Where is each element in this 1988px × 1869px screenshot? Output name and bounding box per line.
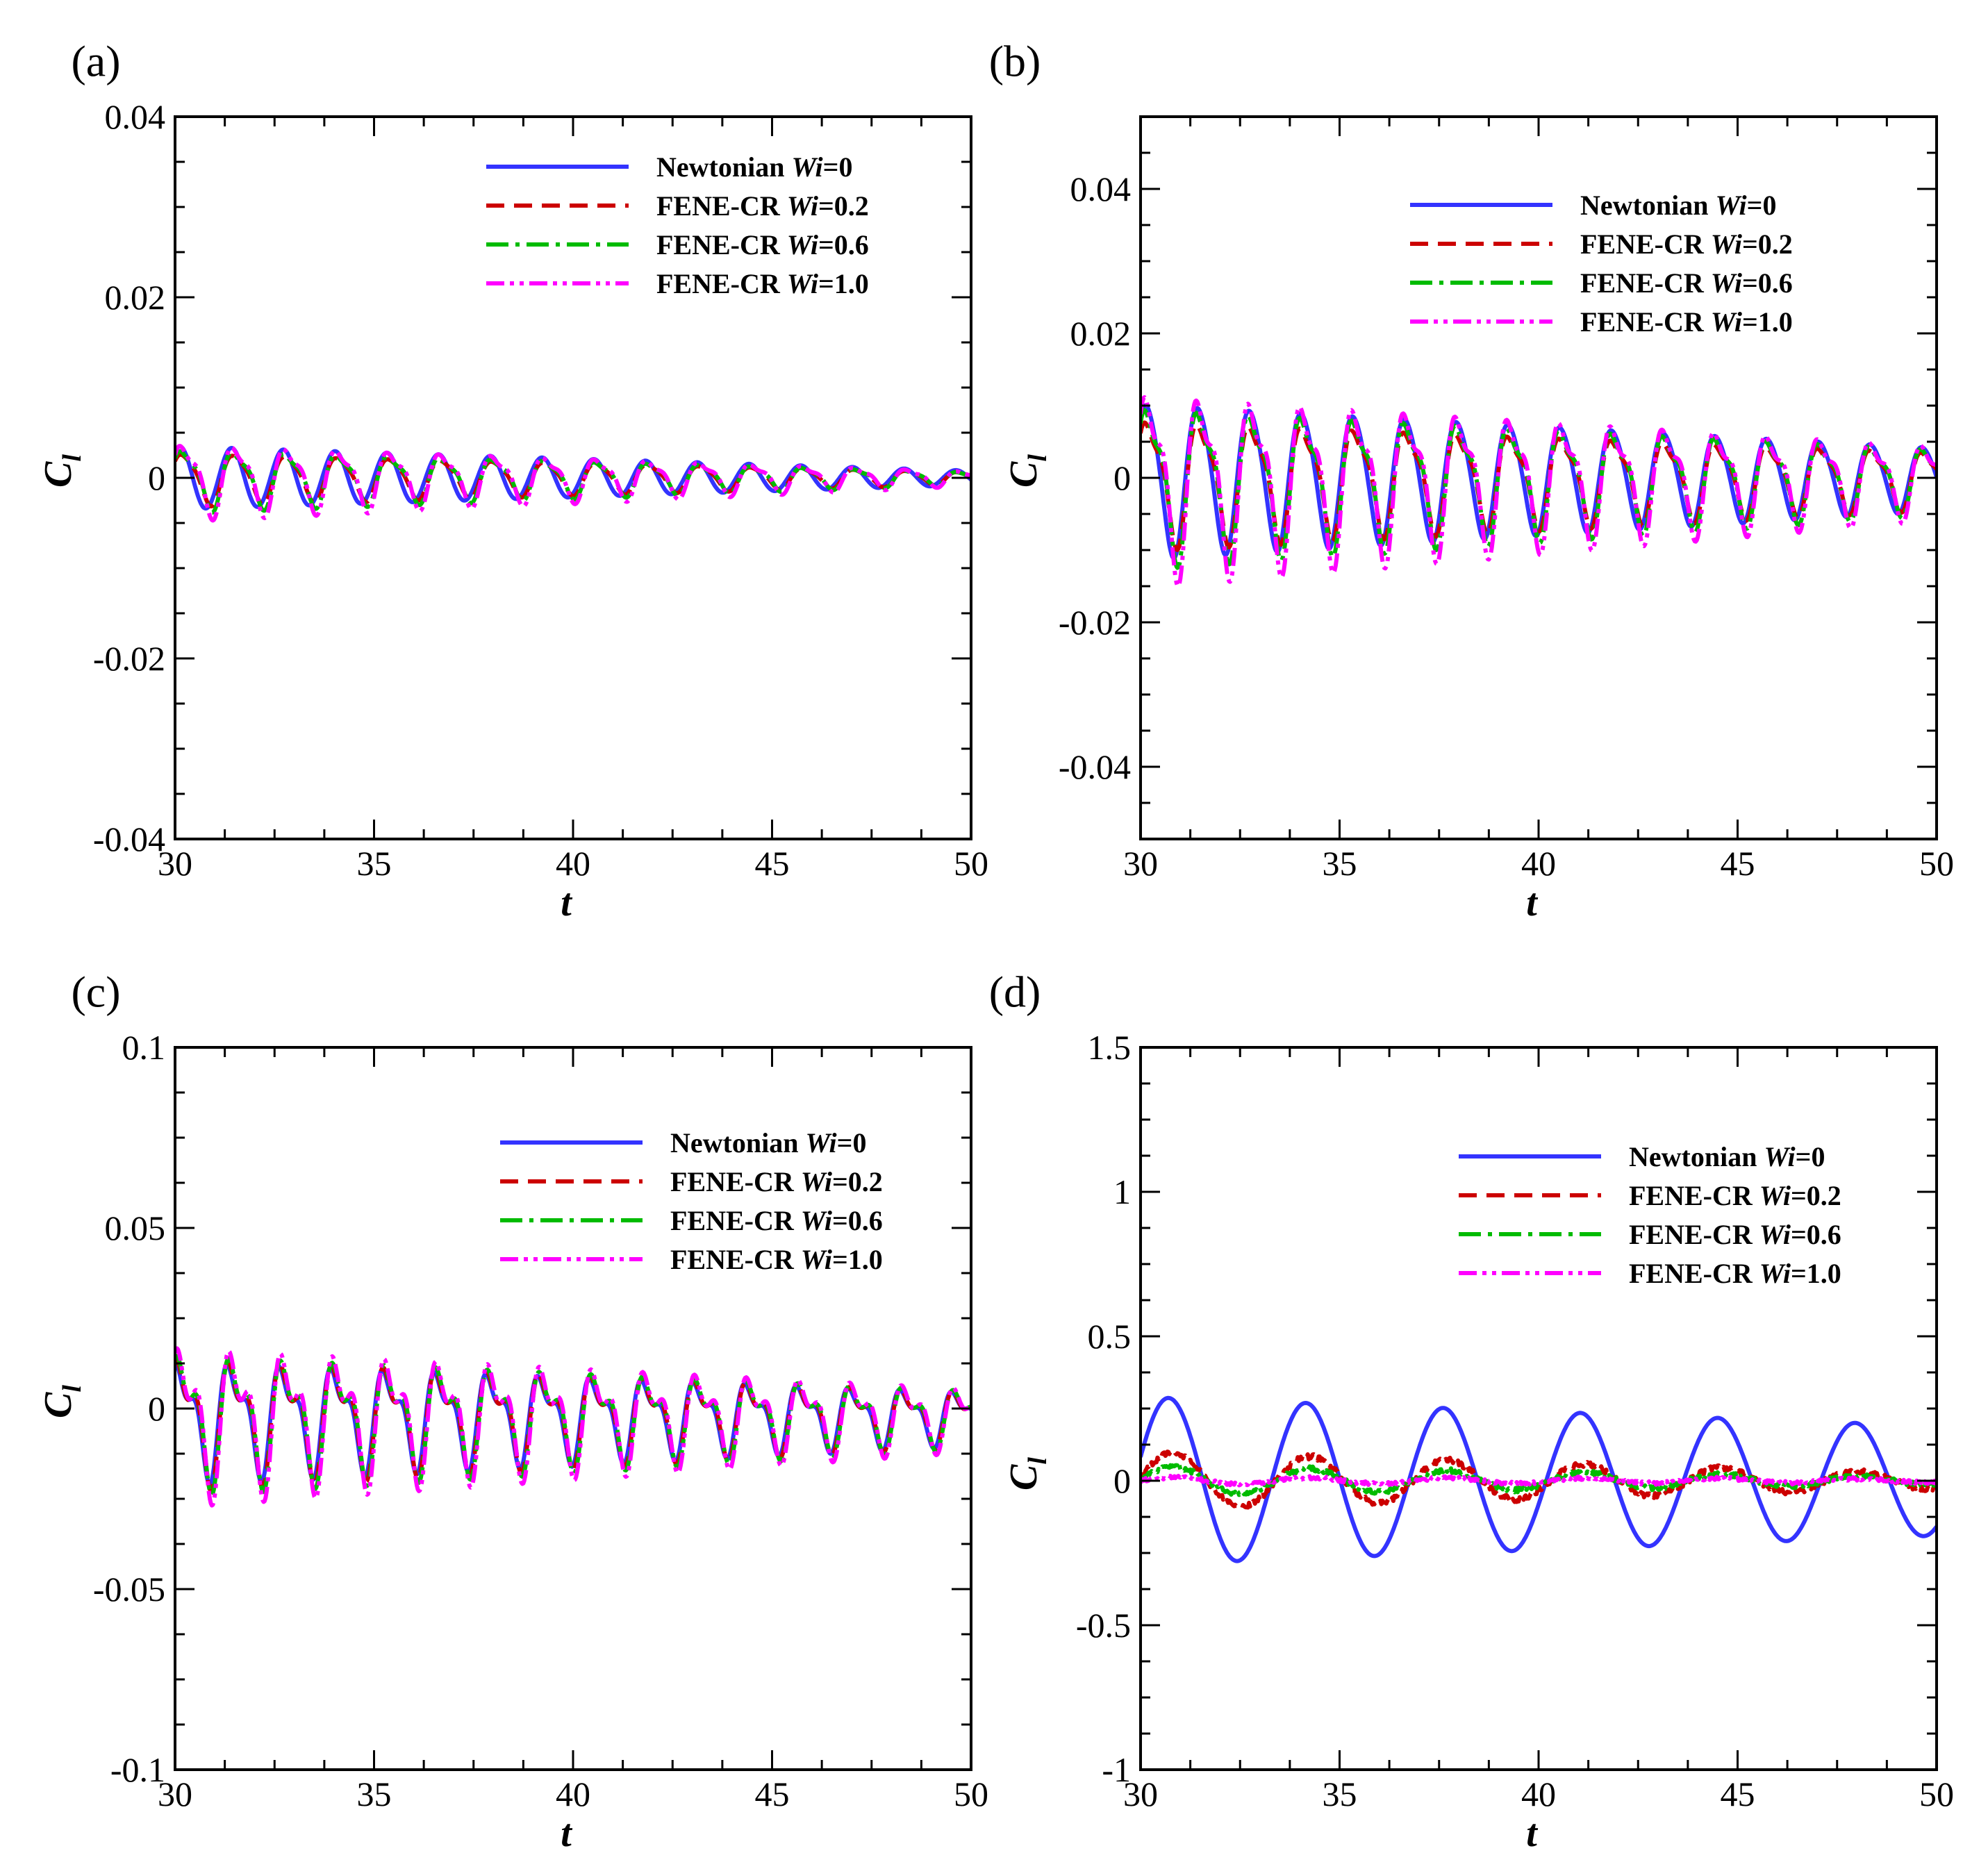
y-axis-title: Cl xyxy=(1002,454,1052,488)
series-line-wi-1-0 xyxy=(1141,395,1937,589)
series-line-wi-1-0 xyxy=(175,444,971,523)
y-tick-label: 0.02 xyxy=(105,278,166,317)
y-tick-label: 1 xyxy=(1113,1172,1131,1211)
series-group xyxy=(1141,1395,1937,1563)
legend-label-wi-0-6: FENE-CR Wi=0.6 xyxy=(670,1205,883,1236)
series-line-wi-0-2 xyxy=(175,1356,971,1493)
legend: Newtonian Wi=0 FENE-CR Wi=0.2 FENE-CR Wi=0… xyxy=(1459,1141,1841,1289)
legend-label-wi-1-0: FENE-CR Wi=1.0 xyxy=(1629,1258,1841,1289)
x-tick-label: 30 xyxy=(158,844,192,883)
x-tick-label: 50 xyxy=(1919,1775,1954,1813)
y-tick-label: 0.05 xyxy=(105,1208,166,1247)
legend-label-wi-0-2: FENE-CR Wi=0.2 xyxy=(670,1166,883,1197)
panel-d: (d) 30 35 40 45 50 -1 -0.5 0 0.5 1 1.5 t Cl Newtonian … xyxy=(989,967,1954,1855)
legend-label-wi-0-2: FENE-CR Wi=0.2 xyxy=(1580,229,1793,260)
y-tick-label: 0 xyxy=(1113,458,1131,497)
legend-label-newtonian: Newtonian Wi=0 xyxy=(1629,1141,1825,1172)
y-tick-label: -0.02 xyxy=(1059,603,1131,642)
series-group xyxy=(175,1346,971,1508)
y-tick-label: 0 xyxy=(148,458,165,497)
x-tick-label: 40 xyxy=(556,844,590,883)
panel-label: (a) xyxy=(71,37,120,86)
x-axis-title: t xyxy=(561,881,572,924)
y-tick-label: -1 xyxy=(1102,1750,1131,1789)
y-axis-title: Cl xyxy=(37,454,87,488)
y-tick-label: 1.5 xyxy=(1088,1028,1132,1067)
y-tick-label: 0.04 xyxy=(1070,169,1132,208)
panel-a: (a) 30 35 40 45 50 -0.04 -0.02 0 0.02 0.04 t Cl Newto… xyxy=(37,37,988,924)
y-tick-label: 0.5 xyxy=(1088,1317,1132,1356)
y-axis-title: Cl xyxy=(37,1385,87,1418)
y-tick-label: 0.1 xyxy=(122,1028,166,1067)
x-axis-title: t xyxy=(1526,881,1538,924)
y-tick-label: -0.02 xyxy=(93,639,165,678)
x-tick-label: 40 xyxy=(1521,844,1556,883)
x-tick-label: 45 xyxy=(755,1775,790,1813)
legend: Newtonian Wi=0 FENE-CR Wi=0.2 FENE-CR Wi=0… xyxy=(500,1127,883,1275)
x-tick-label: 35 xyxy=(1323,1775,1357,1813)
legend-label-wi-0-6: FENE-CR Wi=0.6 xyxy=(1629,1219,1841,1250)
y-tick-label: 0.02 xyxy=(1070,314,1132,353)
y-tick-label: 0.04 xyxy=(105,97,166,136)
series-line-newtonian xyxy=(175,444,971,511)
x-tick-label: 45 xyxy=(755,844,790,883)
x-tick-label: 35 xyxy=(357,1775,392,1813)
x-tick-label: 30 xyxy=(1123,1775,1158,1813)
x-tick-label: 45 xyxy=(1721,1775,1755,1813)
series-line-wi-1-0 xyxy=(175,1346,971,1508)
legend-label-newtonian: Newtonian Wi=0 xyxy=(656,151,852,183)
x-tick-label: 40 xyxy=(556,1775,590,1813)
plot-frame xyxy=(1139,115,1938,840)
series-group xyxy=(1141,395,1937,589)
legend-label-wi-1-0: FENE-CR Wi=1.0 xyxy=(1580,306,1793,338)
legend: Newtonian Wi=0 FENE-CR Wi=0.2 FENE-CR Wi=0… xyxy=(1410,190,1793,338)
panel-b: (b) 30 35 40 45 50 -0.04 -0.02 0 0.02 0.04 t Cl Newto… xyxy=(989,37,1954,924)
x-tick-label: 40 xyxy=(1521,1775,1556,1813)
legend-label-wi-1-0: FENE-CR Wi=1.0 xyxy=(670,1244,883,1275)
y-axis-title: Cl xyxy=(1002,1457,1052,1490)
legend-label-wi-0-2: FENE-CR Wi=0.2 xyxy=(656,190,869,222)
y-tick-label: -0.05 xyxy=(93,1570,165,1609)
x-tick-label: 35 xyxy=(1323,844,1357,883)
x-tick-label: 50 xyxy=(954,844,988,883)
x-tick-label: 50 xyxy=(954,1775,988,1813)
x-tick-label: 35 xyxy=(357,844,392,883)
legend-label-newtonian: Newtonian Wi=0 xyxy=(1580,190,1776,221)
x-tick-label: 30 xyxy=(158,1775,192,1813)
legend-label-wi-0-6: FENE-CR Wi=0.6 xyxy=(656,229,869,260)
series-group xyxy=(175,444,971,523)
legend-label-wi-1-0: FENE-CR Wi=1.0 xyxy=(656,268,869,299)
panel-c: (c) 30 35 40 45 50 -0.1 -0.05 0 0.05 0.1 t Cl Newtoni… xyxy=(37,967,988,1855)
y-tick-label: 0 xyxy=(148,1389,165,1428)
y-tick-label: -0.5 xyxy=(1076,1606,1131,1645)
panel-label: (d) xyxy=(989,967,1041,1017)
series-line-newtonian xyxy=(1141,1395,1937,1563)
x-axis-title: t xyxy=(1526,1812,1538,1855)
y-tick-label: -0.04 xyxy=(1059,747,1131,786)
panel-label: (c) xyxy=(71,967,120,1017)
y-tick-label: -0.04 xyxy=(93,820,165,858)
panel-label: (b) xyxy=(989,37,1041,86)
legend-label-wi-0-6: FENE-CR Wi=0.6 xyxy=(1580,267,1793,299)
legend-label-wi-0-2: FENE-CR Wi=0.2 xyxy=(1629,1180,1841,1211)
y-tick-label: -0.1 xyxy=(110,1750,165,1789)
x-tick-label: 50 xyxy=(1919,844,1954,883)
series-line-wi-0-6 xyxy=(175,1354,971,1497)
series-line-wi-1-0 xyxy=(1141,1473,1937,1488)
x-axis-title: t xyxy=(561,1812,572,1855)
legend-label-newtonian: Newtonian Wi=0 xyxy=(670,1127,866,1158)
x-tick-label: 45 xyxy=(1721,844,1755,883)
y-tick-label: 0 xyxy=(1113,1461,1131,1500)
legend: Newtonian Wi=0 FENE-CR Wi=0.2 FENE-CR Wi=0… xyxy=(486,151,869,299)
x-tick-label: 30 xyxy=(1123,844,1158,883)
